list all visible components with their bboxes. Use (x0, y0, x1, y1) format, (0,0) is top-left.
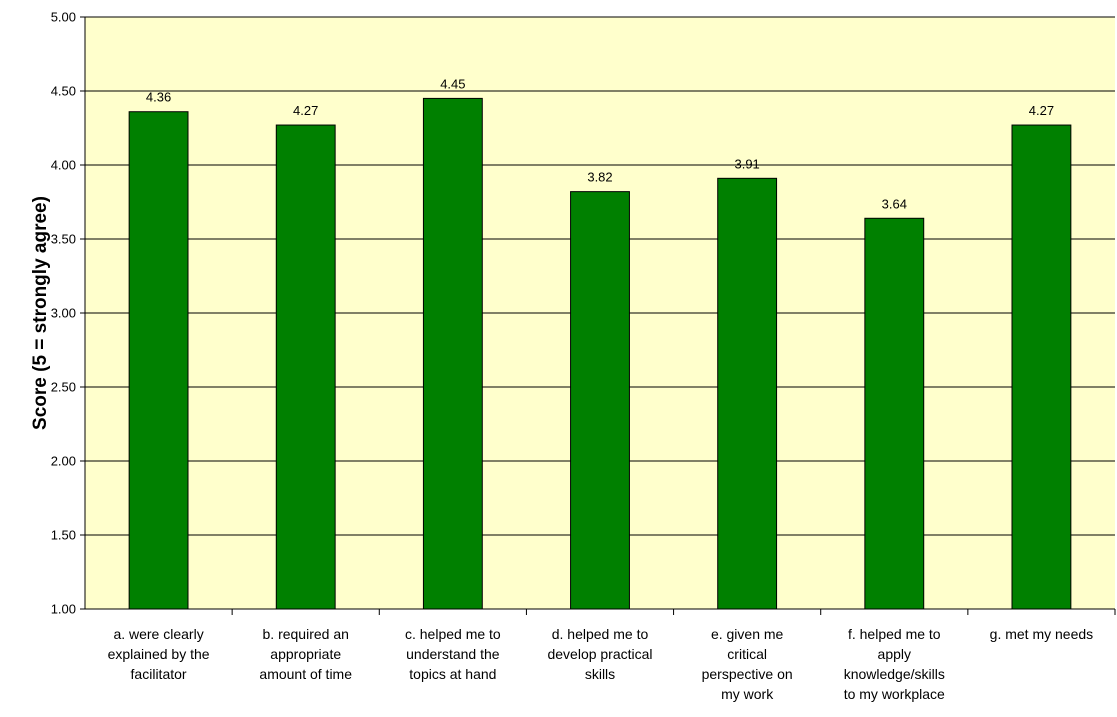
bar (717, 177, 778, 610)
x-category-label: d. helped me to develop practical skills (547, 626, 652, 682)
data-label: 4.45 (440, 76, 465, 91)
bar (1011, 124, 1072, 610)
y-tick-label: 1.50 (51, 528, 76, 543)
data-label: 4.27 (293, 103, 318, 118)
x-category-label: b. required an appropriate amount of time (259, 626, 352, 682)
bars (128, 97, 1072, 610)
x-category-label: g. met my needs (990, 626, 1094, 642)
y-axis-label: Score (5 = strongly agree) (30, 196, 51, 430)
y-tick-label: 4.00 (51, 158, 76, 173)
x-category-label: e. given me critical perspective on my work (702, 626, 793, 702)
x-category-label: a. were clearly explained by the facilitat… (108, 626, 210, 682)
data-labels: 4.36 4.27 4.45 3.82 3.91 3.64 4.27 (146, 76, 1054, 211)
y-axis-ticks: 1.00 1.50 2.00 2.50 3.00 3.50 4.00 4.50 5.00 (51, 10, 85, 617)
bar (128, 111, 189, 610)
y-tick-label: 2.00 (51, 454, 76, 469)
data-label: 3.64 (882, 196, 907, 211)
y-tick-label: 2.50 (51, 380, 76, 395)
data-label: 4.36 (146, 90, 171, 105)
bar (275, 124, 336, 610)
y-tick-label: 5.00 (51, 10, 76, 25)
bar (570, 191, 630, 610)
y-tick-label: 3.50 (51, 232, 76, 247)
bar (864, 217, 925, 610)
y-tick-label: 4.50 (51, 84, 76, 99)
y-tick-label: 3.00 (51, 306, 76, 321)
x-category-label: f. helped me to apply knowledge/skills to m… (844, 626, 945, 702)
data-label: 4.27 (1029, 103, 1054, 118)
y-tick-label: 1.00 (51, 602, 76, 617)
data-label: 3.82 (587, 170, 612, 185)
x-axis-categories: a. were clearly explained by the facilitat… (108, 609, 1116, 702)
x-category-label: c. helped me to understand the topics at h… (405, 626, 501, 682)
data-label: 3.91 (734, 156, 759, 171)
bar (422, 97, 483, 610)
